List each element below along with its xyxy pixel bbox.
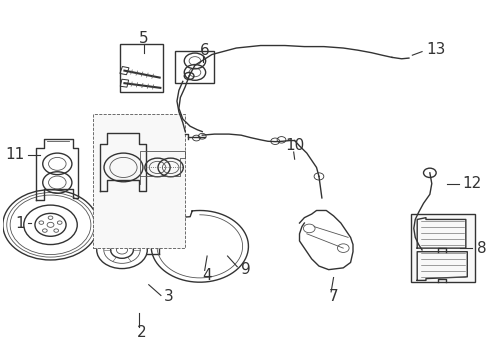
Bar xyxy=(412,214,475,282)
Text: 6: 6 xyxy=(200,44,210,58)
Text: 1: 1 xyxy=(15,216,24,230)
Text: 9: 9 xyxy=(241,262,251,277)
Text: 10: 10 xyxy=(285,139,304,153)
Bar xyxy=(93,114,185,248)
Text: 7: 7 xyxy=(329,289,339,304)
Bar xyxy=(175,51,215,83)
Text: 4: 4 xyxy=(202,267,212,283)
Text: 12: 12 xyxy=(463,176,482,191)
Text: 5: 5 xyxy=(139,31,148,46)
Text: 3: 3 xyxy=(163,289,173,304)
Text: 11: 11 xyxy=(5,147,25,162)
Text: 2: 2 xyxy=(137,325,147,340)
Text: 13: 13 xyxy=(426,42,445,57)
Text: 8: 8 xyxy=(477,240,487,256)
Bar xyxy=(120,79,129,87)
Bar xyxy=(120,67,129,75)
Bar xyxy=(120,44,163,92)
